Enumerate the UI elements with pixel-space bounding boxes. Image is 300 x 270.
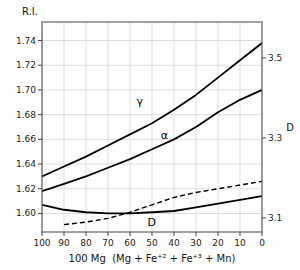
grid bbox=[42, 22, 262, 232]
grid-line-y bbox=[42, 65, 262, 66]
y2-tick-label: 3.5 bbox=[268, 53, 282, 63]
x-tick-label: 40 bbox=[168, 238, 180, 248]
y2-tick bbox=[262, 58, 266, 59]
grid-line-y bbox=[42, 89, 262, 90]
series-line bbox=[42, 43, 262, 176]
x-tick bbox=[108, 232, 109, 236]
x-tick-label: 30 bbox=[190, 238, 202, 248]
annotation: α bbox=[161, 129, 168, 142]
grid-line-y bbox=[42, 188, 262, 189]
series-line bbox=[42, 90, 262, 191]
annotation: D bbox=[148, 216, 156, 229]
y-tick bbox=[38, 164, 42, 165]
x-tick-label: 50 bbox=[146, 238, 158, 248]
grid-line-y bbox=[42, 114, 262, 115]
plot-frame bbox=[42, 22, 262, 232]
grid-line-x bbox=[86, 22, 87, 232]
y-tick bbox=[38, 213, 42, 214]
y-axis-label: R.I. bbox=[22, 6, 38, 17]
y2-tick bbox=[262, 138, 266, 139]
x-tick bbox=[64, 232, 65, 236]
y2-axis-label: D bbox=[286, 122, 294, 133]
grid-line-y bbox=[42, 139, 262, 140]
annotation: γ bbox=[137, 95, 144, 108]
grid-line-x bbox=[130, 22, 131, 232]
grid-line-y bbox=[42, 40, 262, 41]
x-tick-label: 80 bbox=[80, 238, 92, 248]
x-tick-label: 10 bbox=[234, 238, 246, 248]
y-tick bbox=[38, 188, 42, 189]
series-line bbox=[64, 181, 262, 224]
y2-tick-label: 3.3 bbox=[268, 133, 282, 143]
y2-tick-label: 3.1 bbox=[268, 213, 282, 223]
y-tick-label: 1.60 bbox=[16, 208, 36, 218]
y-tick bbox=[38, 65, 42, 66]
x-tick-label: 100 bbox=[33, 238, 50, 248]
y-tick-label: 1.64 bbox=[16, 159, 36, 169]
y-tick bbox=[38, 89, 42, 90]
x-tick bbox=[262, 232, 263, 236]
y-tick-label: 1.68 bbox=[16, 110, 36, 120]
x-tick bbox=[42, 232, 43, 236]
grid-line-x bbox=[174, 22, 175, 232]
y-tick-label: 1.74 bbox=[16, 36, 36, 46]
x-tick-label: 60 bbox=[124, 238, 136, 248]
grid-line-x bbox=[152, 22, 153, 232]
y-tick bbox=[38, 139, 42, 140]
x-tick-label: 0 bbox=[259, 238, 265, 248]
grid-line-y bbox=[42, 164, 262, 165]
x-tick bbox=[86, 232, 87, 236]
x-tick-label: 20 bbox=[212, 238, 224, 248]
x-tick bbox=[218, 232, 219, 236]
x-tick bbox=[196, 232, 197, 236]
x-tick-label: 90 bbox=[58, 238, 70, 248]
axes: 10090807060504030201001.601.621.641.661.… bbox=[16, 36, 282, 248]
grid-line-x bbox=[64, 22, 65, 232]
grid-line-x bbox=[218, 22, 219, 232]
y-tick bbox=[38, 40, 42, 41]
y2-tick bbox=[262, 218, 266, 219]
y-tick bbox=[38, 114, 42, 115]
x-tick bbox=[240, 232, 241, 236]
y-tick-label: 1.62 bbox=[16, 184, 36, 194]
y-tick-label: 1.66 bbox=[16, 134, 36, 144]
x-tick bbox=[130, 232, 131, 236]
chart: 10090807060504030201001.601.621.641.661.… bbox=[0, 0, 300, 270]
plot-area bbox=[42, 43, 262, 225]
y-tick-label: 1.72 bbox=[16, 60, 36, 70]
x-tick bbox=[152, 232, 153, 236]
x-axis-label: 100 Mg (Mg + Fe⁺² + Fe⁺³ + Mn) bbox=[69, 253, 236, 264]
x-tick-label: 70 bbox=[102, 238, 114, 248]
grid-line-x bbox=[108, 22, 109, 232]
x-tick bbox=[174, 232, 175, 236]
y-tick-label: 1.70 bbox=[16, 85, 36, 95]
